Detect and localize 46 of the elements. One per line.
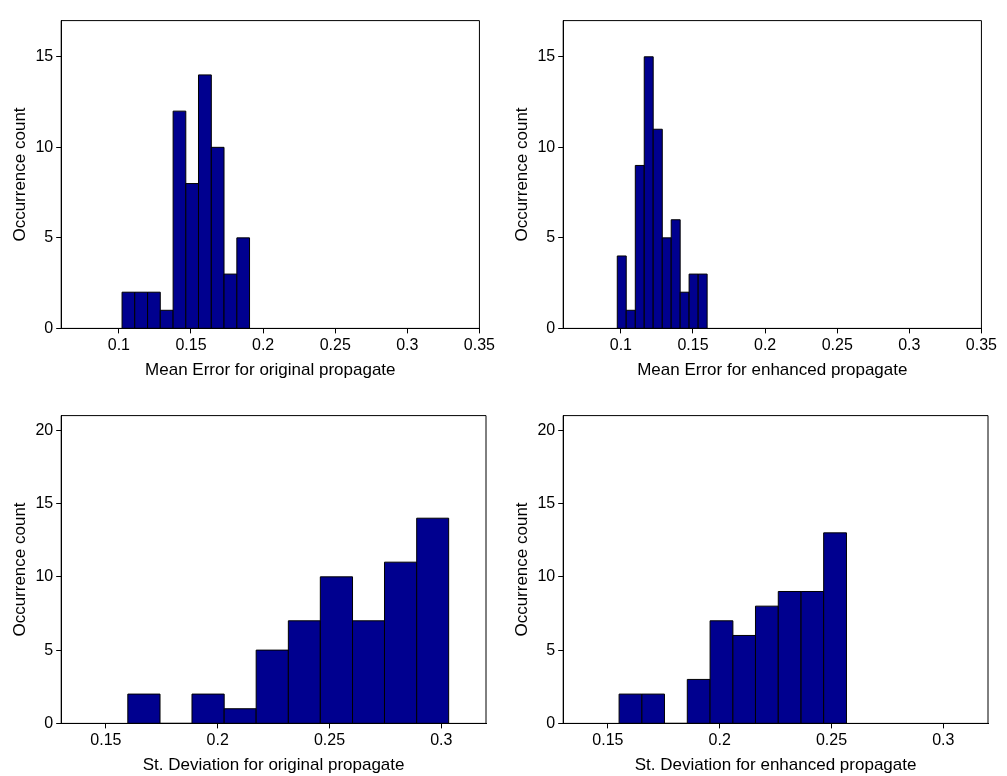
x-tick-label: 0.2 bbox=[708, 731, 731, 749]
y-tick-label: 5 bbox=[44, 228, 54, 246]
y-tick-label: 15 bbox=[537, 493, 556, 511]
y-tick-label: 15 bbox=[537, 47, 556, 65]
x-tick-label: 0.35 bbox=[463, 336, 496, 354]
x-tick-label: 0.25 bbox=[815, 731, 848, 749]
x-tick-label: 0.15 bbox=[677, 336, 709, 354]
y-tick-label: 5 bbox=[44, 640, 54, 658]
x-tick-label: 0.3 bbox=[898, 336, 921, 354]
x-tick-label: 0.35 bbox=[965, 336, 998, 354]
x-axis-title: Mean Error for enhanced propagate bbox=[637, 360, 908, 380]
x-tick-label: 0.3 bbox=[396, 336, 419, 354]
y-tick-label: 5 bbox=[546, 640, 556, 658]
y-tick-label: 20 bbox=[537, 420, 556, 438]
y-axis-title: Occurrence count bbox=[511, 502, 531, 637]
x-tick-label: 0.1 bbox=[107, 336, 131, 354]
y-tick-label: 15 bbox=[35, 493, 54, 511]
x-tick-label: 0.25 bbox=[821, 336, 853, 354]
x-tick-label: 0.3 bbox=[430, 731, 453, 749]
y-tick-label: 10 bbox=[35, 567, 54, 585]
x-tick-label: 0.2 bbox=[251, 336, 275, 354]
y-tick-label: 0 bbox=[546, 318, 556, 336]
y-axis-title: Occurrence count bbox=[511, 107, 531, 242]
y-tick-label: 0 bbox=[546, 713, 556, 731]
x-tick-label: 0.25 bbox=[319, 336, 351, 354]
y-tick-label: 10 bbox=[537, 567, 556, 585]
x-tick-label: 0.25 bbox=[313, 731, 346, 749]
x-tick-label: 0.2 bbox=[206, 731, 229, 749]
y-tick-label: 20 bbox=[35, 420, 54, 438]
x-tick-label: 0.15 bbox=[592, 731, 624, 749]
x-tick-label: 0.15 bbox=[90, 731, 122, 749]
y-tick-label: 10 bbox=[35, 137, 54, 155]
x-tick-label: 0.2 bbox=[753, 336, 777, 354]
x-axis-title: Mean Error for original propagate bbox=[145, 360, 396, 380]
x-tick-label: 0.15 bbox=[175, 336, 207, 354]
y-axis-title: Occurrence count bbox=[9, 107, 29, 242]
y-axis-title: Occurrence count bbox=[9, 502, 29, 637]
x-tick-label: 0.1 bbox=[609, 336, 633, 354]
y-tick-label: 10 bbox=[537, 137, 556, 155]
y-tick-label: 5 bbox=[546, 228, 556, 246]
x-tick-label: 0.3 bbox=[932, 731, 955, 749]
x-axis-title: St. Deviation for enhanced propagate bbox=[634, 755, 917, 775]
y-tick-label: 0 bbox=[44, 318, 54, 336]
y-tick-label: 0 bbox=[44, 713, 54, 731]
x-axis-title: St. Deviation for original propagate bbox=[142, 755, 405, 775]
y-tick-label: 15 bbox=[35, 47, 54, 65]
